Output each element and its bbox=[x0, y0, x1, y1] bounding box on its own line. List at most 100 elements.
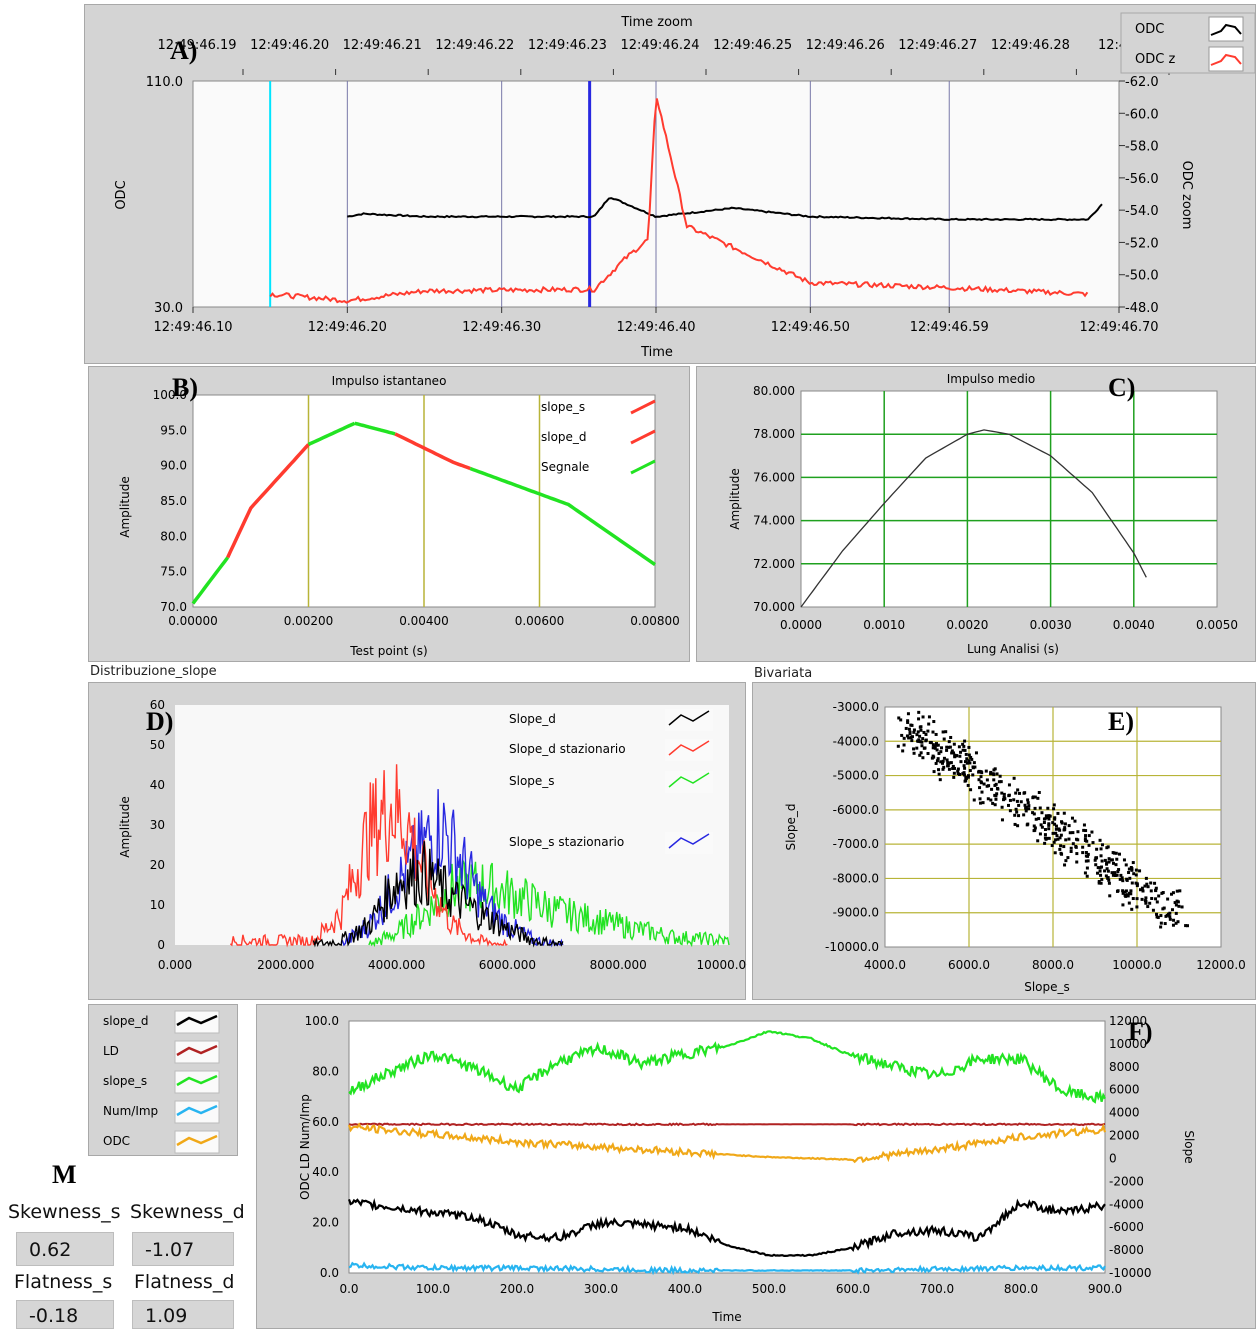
e-point bbox=[1186, 924, 1190, 928]
e-x-tick: 8000.0 bbox=[1032, 958, 1074, 972]
e-point bbox=[1127, 867, 1131, 871]
e-point bbox=[900, 733, 904, 737]
e-point bbox=[1044, 814, 1048, 818]
a-right-tick: -62.0 bbox=[1125, 75, 1159, 90]
e-point bbox=[952, 775, 956, 779]
d-y-tick: 60 bbox=[150, 698, 165, 712]
c-x-tick: 0.0000 bbox=[780, 618, 822, 632]
e-point bbox=[1063, 822, 1067, 826]
e-point bbox=[991, 801, 995, 805]
e-point bbox=[1033, 828, 1037, 832]
a-bottom-tick: 12:49:46.20 bbox=[308, 320, 387, 335]
e-x-tick: 4000.0 bbox=[864, 958, 906, 972]
e-point bbox=[1082, 823, 1086, 827]
f-right-tick: 6000 bbox=[1109, 1083, 1140, 1097]
e-point bbox=[1095, 847, 1099, 851]
a-top-tick-label: 12:49:46.25 bbox=[713, 38, 792, 53]
d-y-tick: 0 bbox=[157, 938, 165, 952]
f-x-tick: 400.0 bbox=[668, 1282, 702, 1296]
e-point bbox=[1124, 894, 1128, 898]
c-x-tick: 0.0020 bbox=[946, 618, 988, 632]
e-point bbox=[1036, 839, 1040, 843]
e-point bbox=[1106, 845, 1110, 849]
e-point bbox=[962, 744, 966, 748]
d-legend-swatch-bg bbox=[665, 832, 713, 854]
e-point bbox=[1032, 824, 1036, 828]
e-point bbox=[917, 710, 921, 714]
a-xlabel: Time bbox=[640, 345, 673, 360]
b-x-tick: 0.00600 bbox=[515, 614, 565, 628]
f-right-tick: -4000 bbox=[1109, 1197, 1144, 1211]
e-point bbox=[967, 753, 971, 757]
e-point bbox=[1007, 783, 1011, 787]
e-point bbox=[972, 761, 976, 765]
e-point bbox=[915, 733, 919, 737]
e-point bbox=[1047, 823, 1051, 827]
c-y-tick: 76.000 bbox=[753, 470, 795, 484]
e-point bbox=[1173, 901, 1177, 905]
b-series-segment bbox=[307, 421, 356, 447]
d-x-tick: 0.000 bbox=[158, 958, 192, 972]
e-point bbox=[962, 764, 966, 768]
e-point bbox=[949, 761, 953, 765]
e-point bbox=[941, 761, 945, 765]
e-point bbox=[961, 742, 965, 746]
e-point bbox=[1019, 800, 1023, 804]
b-title: Impulso istantaneo bbox=[332, 374, 447, 388]
e-point bbox=[1098, 838, 1102, 842]
e-point bbox=[1093, 858, 1097, 862]
e-point bbox=[927, 722, 931, 726]
e-y-tick: -3000.0 bbox=[833, 700, 879, 714]
e-point bbox=[980, 771, 984, 775]
e-point bbox=[964, 775, 968, 779]
e-point bbox=[1134, 873, 1138, 877]
e-point bbox=[967, 745, 971, 749]
flatness-d-value: 1.09 bbox=[132, 1300, 234, 1329]
f-xlabel: Time bbox=[711, 1310, 741, 1324]
e-point bbox=[1107, 860, 1111, 864]
e-point bbox=[916, 730, 920, 734]
e-point bbox=[1106, 876, 1110, 880]
e-point bbox=[1168, 915, 1172, 919]
e-point bbox=[1000, 805, 1004, 809]
e-point bbox=[912, 747, 916, 751]
panel-a-timezoom: Time zoom 12:49:46.19 12:49:46.20 12:49:46.… bbox=[84, 4, 1256, 364]
e-point bbox=[1106, 869, 1110, 873]
f-x-tick: 600.0 bbox=[836, 1282, 870, 1296]
e-point bbox=[1086, 852, 1090, 856]
e-point bbox=[1054, 838, 1058, 842]
e-point bbox=[1031, 811, 1035, 815]
e-point bbox=[1074, 845, 1078, 849]
e-point bbox=[1154, 897, 1158, 901]
e-point bbox=[910, 739, 914, 743]
e-point bbox=[910, 723, 914, 727]
e-point bbox=[1161, 907, 1165, 911]
e-point bbox=[1130, 867, 1134, 871]
e-point bbox=[937, 768, 941, 772]
e-point bbox=[979, 780, 983, 784]
e-point bbox=[947, 740, 951, 744]
e-point bbox=[1130, 868, 1134, 872]
d-legend-swatch-bg bbox=[665, 771, 713, 793]
f-right-tick: 4000 bbox=[1109, 1106, 1140, 1120]
e-point bbox=[1075, 852, 1079, 856]
e-point bbox=[1006, 803, 1010, 807]
e-point bbox=[1171, 923, 1175, 927]
e-point bbox=[1084, 834, 1088, 838]
e-point bbox=[1056, 837, 1060, 841]
e-point bbox=[907, 736, 911, 740]
e-point bbox=[1118, 877, 1122, 881]
e-point bbox=[940, 746, 944, 750]
e-point bbox=[956, 769, 960, 773]
e-point bbox=[948, 745, 952, 749]
e-point bbox=[959, 760, 963, 764]
e-point bbox=[1097, 880, 1101, 884]
e-point bbox=[1172, 918, 1176, 922]
e-point bbox=[1134, 868, 1138, 872]
f-legend-label: LD bbox=[103, 1044, 119, 1058]
e-point bbox=[1071, 842, 1075, 846]
a-left-tick: 30.0 bbox=[154, 301, 183, 316]
e-point bbox=[1043, 828, 1047, 832]
e-point bbox=[953, 753, 957, 757]
label-e: E) bbox=[1108, 707, 1134, 736]
